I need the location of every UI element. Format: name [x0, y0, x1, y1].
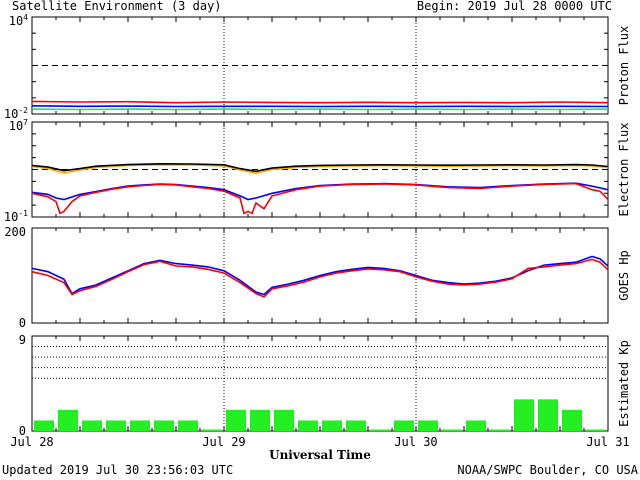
series-line-goes-hp-red: [31, 258, 609, 298]
y-axis-label-proton-flux: Proton Flux: [617, 26, 631, 105]
x-tick-label: Jul 30: [394, 435, 437, 449]
series-line-electron-flux-red: [31, 182, 609, 215]
y-tick-label-estimated-kp: 9: [19, 333, 26, 347]
series-line-electron-flux-black: [31, 162, 609, 173]
kp-bar: [298, 420, 318, 431]
x-tick-label: Jul 28: [10, 435, 53, 449]
series-line-proton-flux-red: [31, 100, 609, 104]
x-axis-label: Universal Time: [269, 448, 371, 462]
kp-bar: [346, 420, 366, 431]
y-tick-label-electron-flux: 10-1: [4, 209, 28, 224]
kp-bar: [274, 409, 294, 431]
y-axis-label-goes-hp: GOES Hp: [617, 250, 631, 301]
panel-frame-electron-flux: [31, 121, 609, 218]
kp-bar: [370, 429, 390, 431]
kp-bar: [202, 429, 222, 431]
chart-title: Satellite Environment (3 day): [12, 0, 222, 13]
y-tick-label-proton-flux: 10-2: [4, 106, 28, 121]
kp-bar: [418, 420, 438, 431]
series-line-electron-flux-blue: [31, 182, 609, 201]
kp-bar: [178, 420, 198, 431]
kp-bar: [586, 429, 606, 431]
kp-bar: [322, 420, 342, 431]
kp-bar: [538, 399, 558, 431]
kp-bar: [58, 409, 78, 431]
kp-bar: [130, 420, 150, 431]
y-tick-label-goes-hp: 200: [4, 225, 26, 239]
kp-bar: [226, 409, 246, 431]
kp-bar: [34, 420, 54, 431]
kp-bar: [466, 420, 486, 431]
x-tick-label: Jul 31: [586, 435, 629, 449]
kp-bar: [106, 420, 126, 431]
kp-bar: [82, 420, 102, 431]
kp-bar: [250, 409, 270, 431]
y-axis-label-estimated-kp: Estimated Kp: [617, 340, 631, 427]
y-tick-label-proton-flux: 104: [9, 13, 28, 28]
kp-bar: [562, 409, 582, 431]
y-axis-label-electron-flux: Electron Flux: [617, 123, 631, 217]
x-tick-label: Jul 29: [202, 435, 245, 449]
series-line-proton-flux-blue: [31, 105, 609, 108]
updated-timestamp: Updated 2019 Jul 30 23:56:03 UTC: [2, 463, 234, 477]
kp-bar: [394, 420, 414, 431]
begin-time: Begin: 2019 Jul 28 0000 UTC: [416, 0, 612, 13]
credit-text: NOAA/SWPC Boulder, CO USA: [457, 463, 638, 477]
series-line-electron-flux-orange: [31, 163, 609, 174]
panel-frame-proton-flux: [31, 16, 609, 115]
kp-bar: [442, 429, 462, 431]
kp-bar: [514, 399, 534, 431]
y-tick-label-estimated-kp: 0: [19, 424, 26, 438]
kp-bar: [490, 429, 510, 431]
kp-bar: [154, 420, 174, 431]
y-tick-label-electron-flux: 107: [9, 118, 28, 133]
y-tick-label-goes-hp: 0: [19, 316, 26, 330]
